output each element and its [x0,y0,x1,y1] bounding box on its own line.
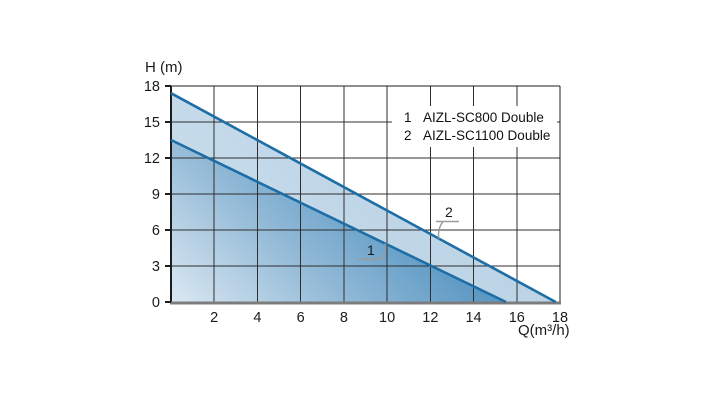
curve-label-leader [437,221,444,239]
x-tick-label: 6 [297,310,305,326]
legend-label-1: AIZL-SC800 Double [423,110,544,125]
y-tick-label: 6 [152,223,160,239]
x-tick-label: 16 [509,310,525,326]
y-axis-title: H (m) [145,59,183,76]
curve-label-leader [380,243,387,260]
curves [170,92,557,304]
y-tick-label: 18 [144,79,160,95]
x-tick-label: 8 [340,310,348,326]
legend-entry-1: 1 AIZL-SC800 Double [404,109,557,127]
y-tick-label: 12 [144,151,160,167]
curve-label-2: 2 [445,204,453,220]
legend-key-2: 2 [404,128,412,143]
y-tick-label: 15 [144,115,160,131]
x-axis-title: Q(m³/h) [518,322,570,339]
x-tick-label: 4 [253,310,261,326]
y-tick-label: 0 [152,295,160,311]
legend-label-2: AIZL-SC1100 Double [423,128,551,143]
grid [171,86,560,302]
curve-annotations: 12 [357,204,459,261]
x-tick-label: 14 [465,310,481,326]
legend-entry-2: 2 AIZL-SC1100 Double [404,127,557,145]
curve-2 [170,92,557,304]
curve-label-1: 1 [367,242,375,258]
curve-1 [170,138,507,304]
legend: 1 AIZL-SC800 Double 2 AIZL-SC1100 Double [392,106,557,147]
y-tick-label: 3 [152,259,160,275]
x-tick-label: 2 [210,310,218,326]
axes [165,85,561,305]
x-tick-label: 12 [422,310,438,326]
y-tick-label: 9 [152,187,160,203]
x-tick-label: 18 [552,310,568,326]
x-tick-label: 10 [379,310,395,326]
legend-key-1: 1 [404,110,412,125]
